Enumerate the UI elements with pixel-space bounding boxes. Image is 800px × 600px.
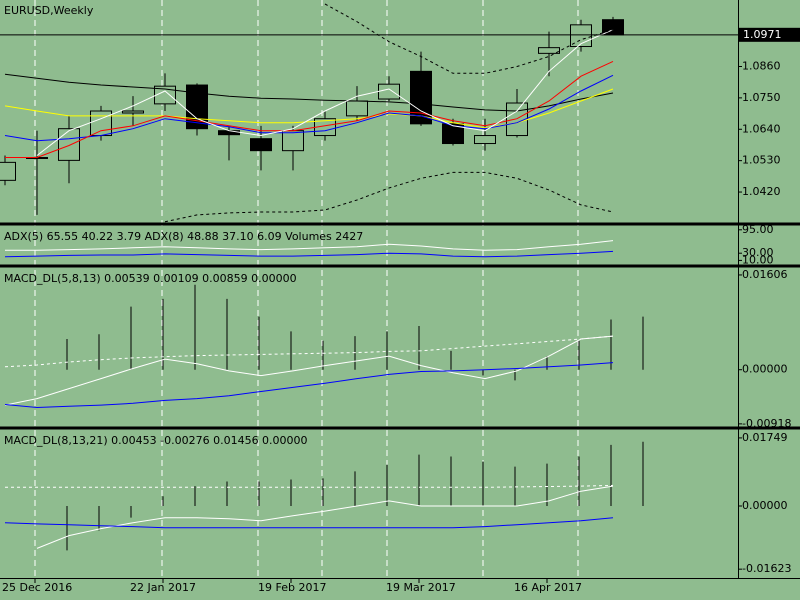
indicator-line	[5, 60, 614, 158]
y-tick-label: -0.01623	[742, 562, 791, 575]
candle-body	[282, 130, 304, 152]
price-label: 1.0971	[743, 28, 782, 41]
y-tick-label: 0.00000	[742, 363, 788, 376]
candle-body	[0, 161, 16, 181]
y-tick-label: 0.01606	[742, 268, 788, 281]
indicator-line	[4, 250, 614, 258]
pane-title: ADX(5) 65.55 40.22 3.79 ADX(8) 48.88 37.…	[4, 230, 363, 243]
indicator-line	[4, 73, 614, 112]
frame	[0, 0, 800, 579]
indicator-line	[324, 3, 614, 74]
y-tick-label: 95.00	[742, 223, 774, 236]
candle-body	[250, 138, 272, 152]
y-tick-label: 1.0420	[742, 185, 781, 198]
candle-body	[346, 100, 368, 117]
indicator-line	[4, 362, 614, 409]
candle-body	[90, 110, 112, 137]
indicator-line	[4, 74, 614, 142]
x-tick-label: 25 Dec 2016	[2, 581, 72, 594]
candle-body	[474, 135, 496, 145]
candle-body	[154, 85, 176, 105]
pane-title: MACD_DL(5,8,13) 0.00539 0.00109 0.00859 …	[4, 272, 297, 285]
indicator-line	[4, 335, 614, 406]
y-tick-label: 1.0860	[742, 59, 781, 72]
pane-title: MACD_DL(8,13,21) 0.00453 -0.00276 0.0145…	[4, 434, 308, 447]
indicator-line	[5, 240, 614, 251]
x-tick-label: 22 Jan 2017	[130, 581, 196, 594]
y-tick-label: 10.00	[742, 253, 774, 266]
y-tick-label: 1.0750	[742, 91, 781, 104]
y-tick-label: 1.0640	[742, 122, 781, 135]
x-tick-label: 16 Apr 2017	[514, 581, 582, 594]
candle-body	[378, 83, 400, 100]
indicator-line	[4, 517, 614, 529]
x-tick-label: 19 Mar 2017	[386, 581, 456, 594]
indicator-line	[164, 171, 614, 223]
candle-body	[442, 123, 464, 145]
indicator-line	[36, 29, 614, 156]
pane-title: EURUSD,Weekly	[4, 4, 94, 17]
indicator-line	[5, 484, 614, 488]
y-tick-label: 1.0530	[742, 154, 781, 167]
y-tick-label: 30.00	[742, 246, 774, 259]
candle-body	[410, 70, 432, 125]
y-tick-label: 0.01749	[742, 431, 788, 444]
x-tick-label: 19 Feb 2017	[258, 581, 326, 594]
candle-body	[538, 47, 560, 54]
candle-body	[122, 110, 144, 114]
price-label-box	[739, 27, 800, 42]
indicator-line	[36, 485, 614, 549]
candle-body	[58, 128, 80, 161]
candle-body	[218, 130, 240, 136]
y-tick-label: -0.00918	[742, 417, 791, 430]
y-tick-label: 0.00000	[742, 499, 788, 512]
